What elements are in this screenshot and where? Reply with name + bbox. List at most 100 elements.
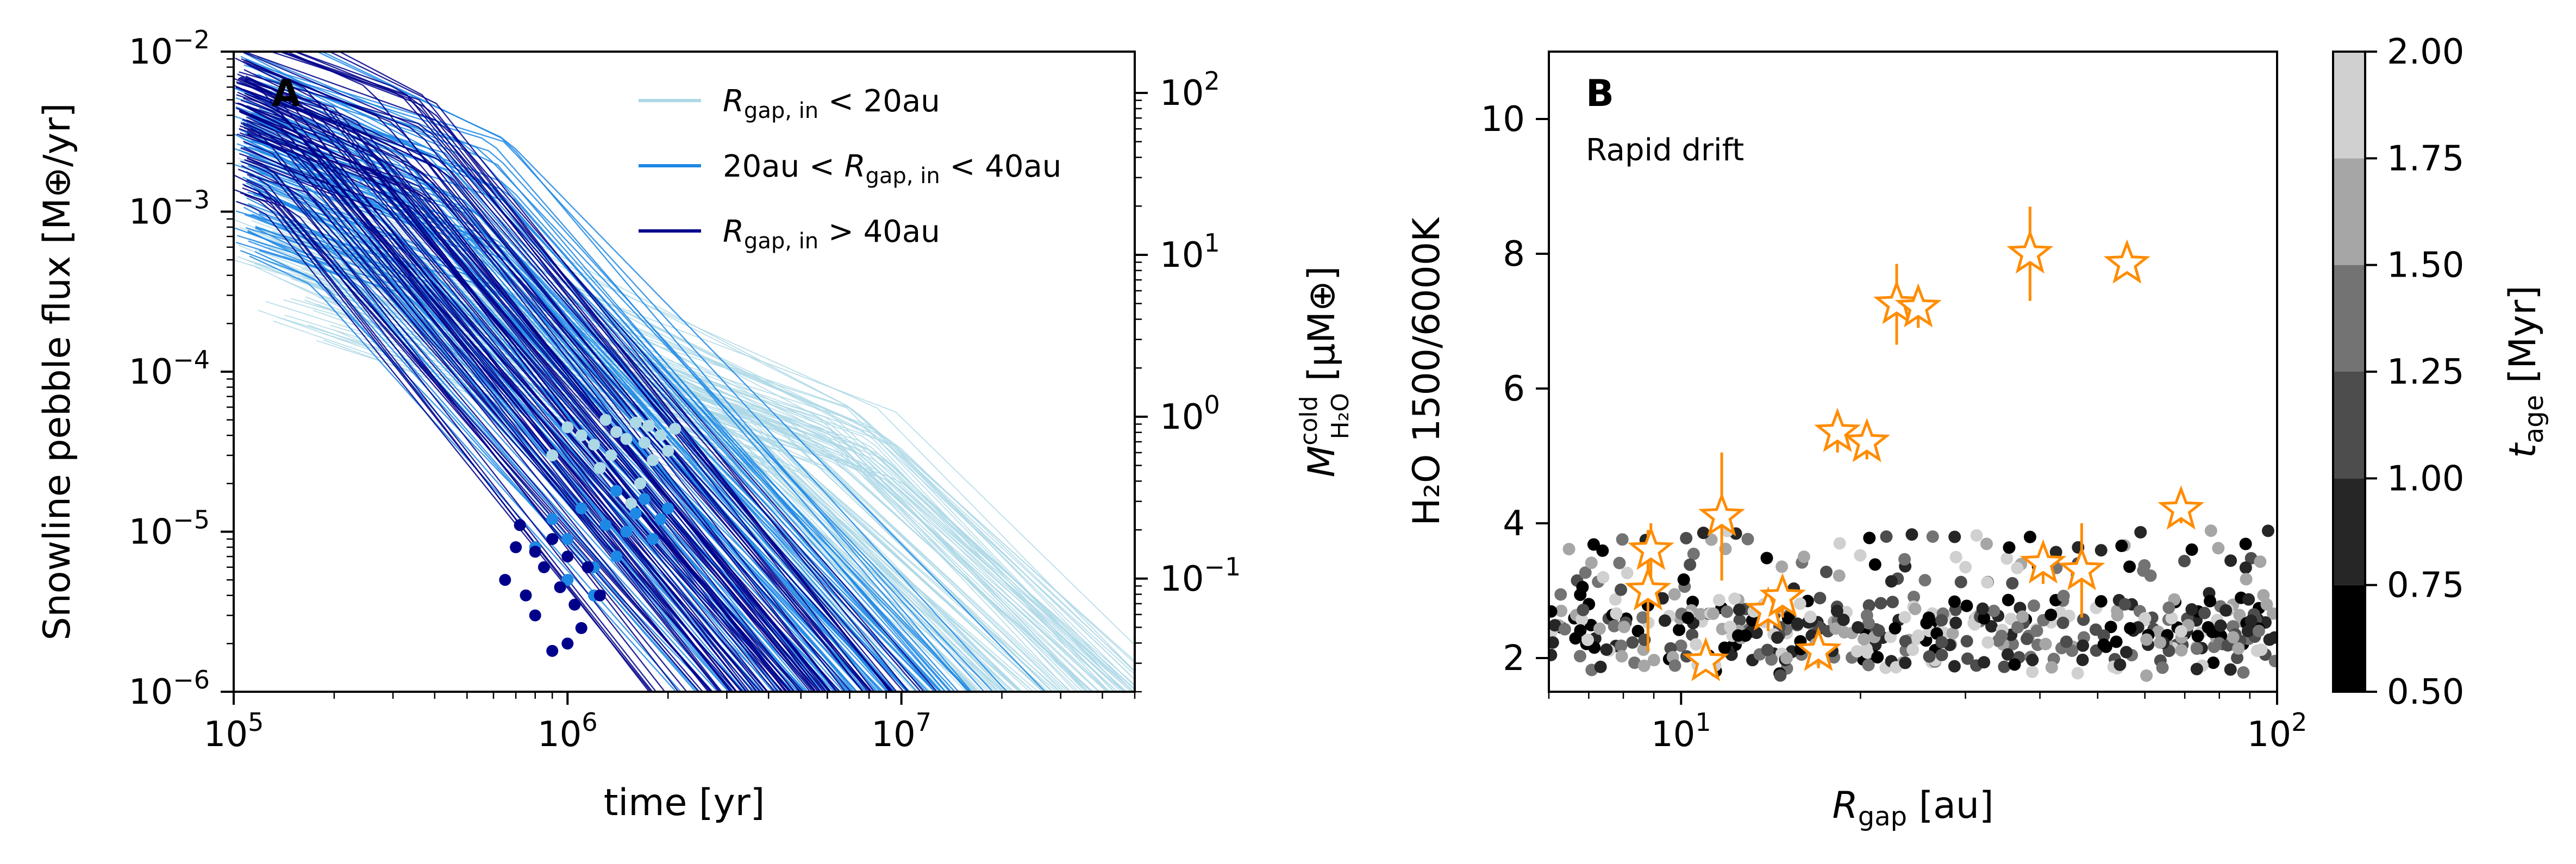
colorbar-tick-label: 1.50 [2387, 246, 2465, 286]
model-point [1750, 626, 1763, 639]
observed-star [2006, 229, 2054, 274]
flux-curve [278, 234, 1135, 680]
flux-point [620, 525, 633, 538]
flux-point [537, 561, 550, 573]
model-point [1706, 607, 1720, 620]
panel-b-x-axis-title: Rgap [au] [1832, 784, 1993, 832]
model-point [2207, 656, 2220, 669]
flux-curve [255, 160, 911, 692]
flux-curve [248, 165, 799, 692]
model-point [1909, 603, 1922, 616]
model-point [2123, 560, 2136, 573]
y-tick-label: 2 [1503, 638, 1525, 679]
y2-tick-label: 102 [1160, 66, 1220, 114]
model-point [1830, 604, 1843, 617]
observed-star [2103, 239, 2150, 284]
flux-curve [237, 168, 666, 692]
flux-point [554, 581, 566, 593]
model-point [1981, 576, 1994, 589]
model-point [1549, 648, 1558, 661]
model-point [2115, 540, 2128, 553]
observed-star [1843, 418, 1891, 462]
model-point [2139, 612, 2152, 625]
model-point [1690, 638, 1703, 651]
model-point [2190, 662, 2203, 675]
flux-curve [261, 227, 1135, 685]
model-point [2204, 594, 2217, 608]
flux-point [499, 574, 511, 586]
model-point [1617, 621, 1630, 634]
model-point [1554, 588, 1567, 601]
model-point [2239, 537, 2252, 550]
flux-point [575, 429, 587, 442]
flux-curve [241, 58, 864, 692]
y-tick-label: 10−4 [129, 345, 210, 392]
model-point [1922, 611, 1935, 624]
colorbar-bin [2333, 52, 2365, 159]
model-point [1961, 652, 1974, 665]
flux-curve [245, 58, 947, 692]
flux-curve [238, 87, 852, 692]
panel-b-observed-stars [1624, 206, 2205, 681]
flux-curve [239, 128, 791, 692]
flux-curve [247, 129, 816, 692]
legend-entry: Rgap, in > 40au [723, 214, 940, 254]
model-point [1899, 635, 1912, 648]
model-point [2008, 658, 2021, 671]
flux-curve [242, 118, 841, 692]
model-point [1636, 611, 1649, 624]
model-point [2071, 667, 2084, 680]
model-point [1905, 528, 1918, 541]
model-point [1697, 527, 1710, 540]
model-point [2011, 561, 2024, 574]
model-point [2255, 643, 2268, 656]
flux-point [610, 425, 623, 438]
model-point [1885, 575, 1898, 588]
model-point [1995, 629, 2008, 642]
model-point [2260, 598, 2273, 611]
flux-point [625, 497, 637, 510]
model-point [2198, 606, 2211, 619]
panel-b-x-axis: 101 102 [1548, 692, 2307, 755]
colorbar-bin [2333, 585, 2365, 692]
flux-curve [254, 227, 697, 692]
flux-curve [254, 251, 682, 692]
model-point [1912, 629, 1925, 642]
flux-point [593, 462, 606, 474]
panel-a-x-axis-title: time [yr] [604, 781, 765, 824]
model-point [1731, 629, 1745, 642]
model-point [1549, 619, 1561, 632]
model-point [2261, 524, 2274, 537]
model-point [1733, 603, 1746, 616]
flux-point [593, 589, 606, 602]
panel-b-frame [1548, 51, 2278, 693]
flux-curve [237, 108, 825, 692]
model-point [1694, 608, 1707, 621]
model-point [2094, 595, 2108, 608]
x-tick-label: 101 [1651, 708, 1711, 755]
model-point [1549, 605, 1558, 618]
panel-a-legend: Rgap, in < 20au 20au < Rgap, in < 40au Rga… [639, 84, 1061, 254]
observed-star [1682, 637, 1729, 681]
model-point [1981, 636, 1994, 649]
colorbar-bin [2333, 372, 2365, 479]
model-point [2233, 609, 2246, 622]
model-point [1886, 596, 1899, 609]
model-point [2026, 665, 2039, 678]
flux-point [575, 502, 587, 515]
flux-point [529, 546, 541, 558]
y-tick-label: 10−5 [129, 505, 210, 553]
flux-curve [234, 84, 820, 692]
model-point [2001, 648, 2014, 661]
flux-point [546, 644, 559, 657]
flux-curve [293, 52, 922, 692]
panel-b-y-axis: 2 4 6 8 10 [1481, 99, 1549, 679]
model-point [1908, 590, 1921, 603]
observed-star [1624, 566, 1672, 611]
x-tick-label: 106 [537, 708, 598, 755]
model-point [2214, 619, 2227, 632]
model-point [1899, 656, 1912, 669]
y-tick-label: 10−3 [129, 185, 210, 233]
model-point [1793, 597, 1806, 610]
model-point [1780, 652, 1793, 665]
